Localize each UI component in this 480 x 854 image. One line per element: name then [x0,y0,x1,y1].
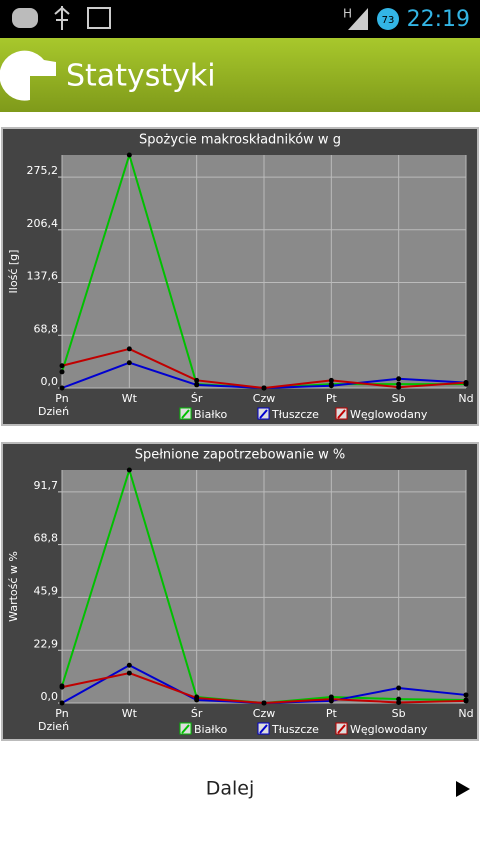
y-axis-label: Ilość [g] [7,250,20,294]
x-tick-label: Pn [55,707,68,720]
usb-icon [54,6,70,30]
legend-line [181,724,190,734]
y-tick-label: 68,8 [34,322,59,335]
legend-label: Tłuszcze [271,408,319,421]
app-bar [0,38,480,112]
data-point [126,346,132,352]
charts: Spożycie makroskładników w g 0,0 68,8 137,6… [1,127,479,741]
y-tick-label: 0,0 [41,375,59,388]
legend-line [259,409,268,419]
clock: 22:19 [407,7,470,32]
data-point [261,700,267,706]
x-tick-label: Nd [458,392,473,405]
y-tick-label: 137,6 [27,270,59,283]
chart: Spełnione zapotrzebowanie w % 0,0 22,9 45,9… [1,442,479,741]
x-axis-label: Dzień [38,405,69,418]
legend: Białko Tłuszcze Węglowodany [179,407,428,421]
legend-label: Tłuszcze [271,723,319,736]
x-tick-label: Pt [326,392,338,405]
data-point [194,377,200,383]
data-point [59,700,65,706]
x-tick-label: Sb [392,707,406,720]
app-title: Statystyki [66,59,216,94]
x-tick-label: Śr [191,392,203,405]
app-icon[interactable] [0,50,56,101]
x-tick-label: Wt [122,707,138,720]
legend-line [337,724,346,734]
y-tick-label: 0,0 [41,690,59,703]
x-axis-label: Dzień [38,720,69,733]
data-point [463,692,469,698]
data-point [194,382,200,388]
data-point [126,152,132,158]
data-point [59,363,65,369]
next-arrow[interactable] [456,781,470,797]
data-point [396,700,402,706]
data-point [396,685,402,691]
data-point [396,376,402,382]
x-tick-label: Pt [326,707,338,720]
chart: Spożycie makroskładników w g 0,0 68,8 137,6… [1,127,479,426]
x-tick-label: Pn [55,392,68,405]
legend-line [337,409,346,419]
signal-icon [348,8,368,30]
legend-label: Węglowodany [350,723,428,736]
y-tick-label: 91,7 [34,479,59,492]
x-tick-label: Czw [253,392,275,405]
y-tick-label: 275,2 [27,164,59,177]
battery-level: 73 [382,15,395,26]
data-point [261,385,267,391]
y-tick-label: 45,9 [34,584,59,597]
status-bar [0,0,480,38]
status-icon [12,8,38,28]
y-tick-label: 206,4 [27,217,59,230]
data-point [463,380,469,386]
x-tick-label: Nd [458,707,473,720]
data-point [126,662,132,668]
x-tick-label: Czw [253,707,275,720]
data-point [59,385,65,391]
x-tick-label: Wt [122,392,138,405]
data-point [59,684,65,690]
legend-label: Węglowodany [350,408,428,421]
legend-line [259,724,268,734]
data-point [328,696,334,702]
legend: Białko Tłuszcze Węglowodany [179,722,428,736]
x-tick-label: Sb [392,392,406,405]
chart-title: Spełnione zapotrzebowanie w % [135,448,346,463]
data-point [126,467,132,473]
data-point [126,360,132,366]
network-type: H [343,7,352,21]
chart-title: Spożycie makroskładników w g [139,133,341,148]
next-button[interactable]: Dalej [206,778,255,800]
data-point [194,695,200,701]
x-tick-label: Śr [191,707,203,720]
data-point [463,698,469,704]
legend-line [181,409,190,419]
y-tick-label: 22,9 [34,637,59,650]
legend-label: Białko [194,408,227,421]
legend-label: Białko [194,723,227,736]
y-tick-label: 68,8 [34,532,59,545]
data-point [328,377,334,383]
battery-icon [377,8,399,30]
data-point [328,383,334,389]
image-icon [87,7,111,29]
data-point [126,670,132,676]
y-axis-label: Wartość w % [7,551,20,622]
data-point [396,384,402,390]
data-point [396,696,402,702]
data-point [59,369,65,375]
